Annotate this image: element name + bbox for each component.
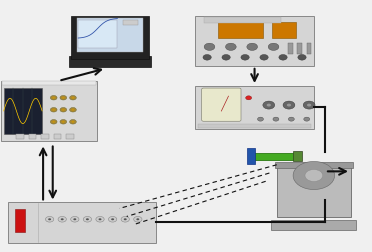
FancyBboxPatch shape (198, 124, 311, 128)
Circle shape (267, 104, 271, 107)
Circle shape (72, 121, 74, 122)
Circle shape (99, 218, 102, 220)
Circle shape (83, 216, 92, 222)
FancyBboxPatch shape (277, 167, 351, 217)
FancyBboxPatch shape (251, 152, 295, 160)
FancyBboxPatch shape (297, 43, 302, 54)
FancyBboxPatch shape (71, 16, 149, 59)
Circle shape (283, 101, 295, 109)
Circle shape (60, 108, 67, 112)
FancyBboxPatch shape (292, 151, 302, 161)
Circle shape (307, 104, 311, 107)
Circle shape (70, 119, 76, 124)
Circle shape (70, 108, 76, 112)
Circle shape (72, 97, 74, 99)
Circle shape (72, 109, 74, 111)
Circle shape (60, 96, 67, 100)
FancyBboxPatch shape (218, 22, 263, 38)
Circle shape (60, 119, 67, 124)
FancyBboxPatch shape (288, 43, 292, 54)
FancyBboxPatch shape (247, 148, 255, 164)
FancyBboxPatch shape (8, 202, 156, 242)
FancyBboxPatch shape (77, 18, 144, 52)
FancyBboxPatch shape (15, 209, 25, 232)
Circle shape (241, 54, 249, 60)
FancyBboxPatch shape (66, 134, 74, 139)
Circle shape (58, 216, 66, 222)
Circle shape (52, 121, 55, 122)
FancyBboxPatch shape (275, 162, 353, 168)
Circle shape (137, 218, 139, 220)
FancyBboxPatch shape (4, 88, 42, 134)
FancyBboxPatch shape (195, 16, 314, 66)
Circle shape (62, 97, 64, 99)
FancyBboxPatch shape (54, 134, 61, 139)
Circle shape (52, 97, 55, 99)
Circle shape (121, 216, 129, 222)
Circle shape (305, 170, 323, 181)
Circle shape (50, 96, 57, 100)
Circle shape (71, 216, 79, 222)
Circle shape (50, 108, 57, 112)
Circle shape (225, 43, 236, 50)
Circle shape (111, 218, 114, 220)
Circle shape (52, 109, 55, 111)
Circle shape (109, 216, 117, 222)
Circle shape (222, 54, 230, 60)
Circle shape (246, 96, 251, 100)
FancyBboxPatch shape (69, 56, 151, 67)
Circle shape (61, 218, 64, 220)
FancyBboxPatch shape (272, 22, 296, 38)
FancyBboxPatch shape (271, 220, 356, 230)
FancyBboxPatch shape (29, 134, 36, 139)
Circle shape (124, 218, 127, 220)
Circle shape (263, 101, 275, 109)
Circle shape (287, 104, 291, 107)
FancyBboxPatch shape (195, 86, 314, 129)
FancyBboxPatch shape (1, 81, 97, 141)
Circle shape (73, 218, 76, 220)
Circle shape (96, 216, 104, 222)
FancyBboxPatch shape (204, 17, 281, 23)
Circle shape (247, 43, 257, 50)
FancyBboxPatch shape (1, 81, 96, 85)
Circle shape (293, 162, 335, 190)
Circle shape (62, 109, 64, 111)
FancyBboxPatch shape (78, 20, 117, 48)
FancyBboxPatch shape (16, 134, 24, 139)
Circle shape (204, 43, 215, 50)
Circle shape (50, 119, 57, 124)
Circle shape (268, 43, 279, 50)
Circle shape (260, 54, 268, 60)
Circle shape (48, 218, 51, 220)
Circle shape (288, 117, 294, 121)
Circle shape (298, 54, 306, 60)
Circle shape (257, 117, 263, 121)
Circle shape (304, 117, 310, 121)
FancyBboxPatch shape (41, 134, 49, 139)
Circle shape (134, 216, 142, 222)
Circle shape (86, 218, 89, 220)
Circle shape (62, 121, 64, 122)
Circle shape (70, 96, 76, 100)
Circle shape (303, 101, 315, 109)
Circle shape (203, 54, 211, 60)
FancyBboxPatch shape (123, 20, 138, 24)
FancyBboxPatch shape (307, 43, 311, 54)
Circle shape (45, 216, 54, 222)
Circle shape (273, 117, 279, 121)
FancyBboxPatch shape (202, 88, 241, 121)
Circle shape (279, 54, 287, 60)
